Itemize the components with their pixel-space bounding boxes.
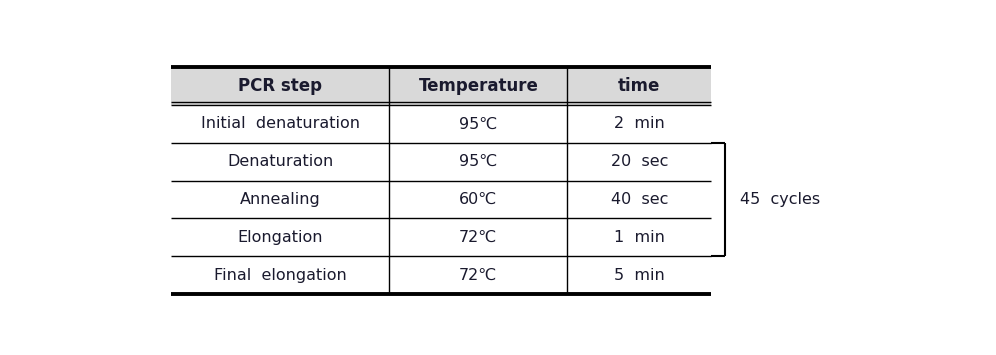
Text: time: time	[619, 77, 660, 95]
Text: 72℃: 72℃	[459, 268, 497, 283]
Text: 20  sec: 20 sec	[611, 154, 668, 169]
Text: 60℃: 60℃	[459, 192, 497, 207]
Bar	[171, 67, 711, 105]
Text: 5  min: 5 min	[614, 268, 664, 283]
Text: Initial  denaturation: Initial denaturation	[200, 116, 360, 131]
Text: 40  sec: 40 sec	[611, 192, 668, 207]
Text: PCR step: PCR step	[238, 77, 322, 95]
Text: 95℃: 95℃	[459, 154, 497, 169]
Text: 2  min: 2 min	[614, 116, 664, 131]
Text: 1  min: 1 min	[614, 230, 664, 245]
Text: Final  elongation: Final elongation	[214, 268, 347, 283]
Text: 95℃: 95℃	[459, 116, 497, 131]
Text: Temperature: Temperature	[418, 77, 538, 95]
Text: Denaturation: Denaturation	[227, 154, 333, 169]
Text: 45  cycles: 45 cycles	[740, 192, 821, 207]
Text: Annealing: Annealing	[240, 192, 321, 207]
Text: 72℃: 72℃	[459, 230, 497, 245]
Text: Elongation: Elongation	[237, 230, 323, 245]
